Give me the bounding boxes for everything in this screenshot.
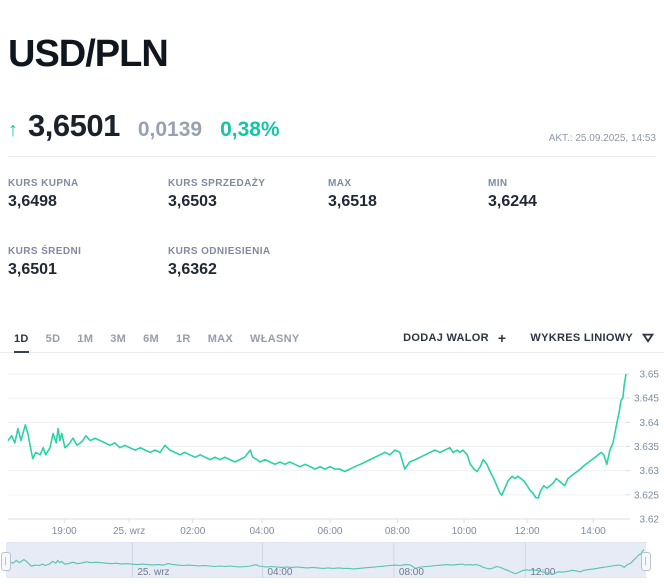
range-tabs: 1D 5D 1M 3M 6M 1R MAX WŁASNY — [14, 333, 300, 353]
x-axis-label: 10:00 — [452, 526, 477, 537]
stat-kurs-sredni: KURS ŚREDNI 3,6501 — [8, 246, 166, 279]
x-axis-label: 04:00 — [249, 526, 274, 537]
y-axis-label: 3.635 — [634, 442, 659, 453]
tab-range-max[interactable]: MAX — [207, 333, 234, 345]
y-axis-label: 3.64 — [640, 418, 660, 429]
tab-range-5d[interactable]: 5D — [45, 333, 61, 345]
navigator-line — [5, 549, 645, 575]
last-update-timestamp: AKT.: 25.09.2025, 14:53 — [548, 133, 656, 144]
triangle-down-icon — [642, 333, 654, 343]
stat-label: KURS ODNIESIENIA — [168, 246, 271, 257]
tab-range-wlasny[interactable]: WŁASNY — [250, 333, 300, 345]
stat-max: MAX 3,6518 — [328, 178, 486, 211]
stat-value: 3,6503 — [168, 193, 217, 210]
page-title: USD/PLN — [8, 33, 169, 76]
quote-change-percent: 0,38% — [220, 118, 280, 141]
tab-range-1m[interactable]: 1M — [77, 333, 94, 345]
x-axis-label: 25. wrz — [113, 526, 145, 537]
chart-type-dropdown[interactable]: WYKRES LINIOWY — [530, 332, 654, 344]
stat-kurs-kupna: KURS KUPNA 3,6498 — [8, 178, 166, 211]
stat-kurs-sprzedazy: KURS SPRZEDAŻY 3,6503 — [168, 178, 326, 211]
stat-value: 3,6244 — [488, 193, 537, 210]
divider — [8, 156, 656, 157]
x-axis-label: 06:00 — [317, 526, 342, 537]
chart-type-label: WYKRES LINIOWY — [530, 332, 633, 344]
navigator-time-label: 04:00 — [267, 567, 292, 577]
toolbar-right: DODAJ WALOR + WYKRES LINIOWY — [403, 331, 654, 345]
x-axis-label: 08:00 — [385, 526, 410, 537]
up-arrow-icon: ↑ — [8, 119, 18, 141]
stat-value: 3,6501 — [8, 261, 57, 278]
y-axis-label: 3.63 — [640, 466, 660, 477]
stat-value: 3,6498 — [8, 193, 57, 210]
quote-change: 0,0139 — [137, 118, 203, 141]
stat-value: 3,6362 — [168, 261, 217, 278]
chart-navigator[interactable]: 25. wrz 04:00 08:00 12:00 — [1, 542, 651, 578]
quote-row: ↑ 3,6501 0,0139 0,38% — [8, 108, 280, 144]
plus-icon: + — [497, 330, 507, 346]
stat-label: KURS ŚREDNI — [8, 246, 82, 257]
stat-label: MAX — [328, 178, 352, 189]
stat-label: KURS SPRZEDAŻY — [168, 178, 266, 189]
stat-label: KURS KUPNA — [8, 178, 79, 189]
y-axis-label: 3.62 — [640, 515, 660, 526]
quote-price: 3,6501 — [28, 108, 120, 143]
navigator-time-label: 08:00 — [399, 567, 424, 577]
chart-toolbar: 1D 5D 1M 3M 6M 1R MAX WŁASNY DODAJ WALOR… — [0, 324, 664, 353]
navigator-left-handle[interactable] — [1, 552, 11, 571]
add-instrument-button[interactable]: DODAJ WALOR + — [403, 331, 506, 345]
stat-value: 3,6518 — [328, 193, 377, 210]
y-axis-label: 3.645 — [634, 394, 659, 405]
add-instrument-label: DODAJ WALOR — [403, 332, 489, 344]
tab-range-1r[interactable]: 1R — [176, 333, 191, 345]
price-line — [7, 373, 627, 499]
tab-range-1d[interactable]: 1D — [14, 333, 29, 353]
tab-range-3m[interactable]: 3M — [110, 333, 127, 345]
x-axis-label: 02:00 — [180, 526, 205, 537]
stat-min: MIN 3,6244 — [488, 178, 646, 211]
tab-range-6m[interactable]: 6M — [143, 333, 160, 345]
stat-label: MIN — [488, 178, 508, 189]
x-axis-label: 19:00 — [52, 526, 77, 537]
stat-kurs-odniesienia: KURS ODNIESIENIA 3,6362 — [168, 246, 326, 279]
navigator-time-label: 25. wrz — [137, 567, 169, 577]
x-axis-label: 14:00 — [581, 526, 606, 537]
x-axis-label: 12:00 — [515, 526, 540, 537]
price-chart[interactable]: 3.65 3.645 3.64 3.635 3.63 3.625 3.62 19:00 25. … — [0, 354, 664, 538]
y-axis-label: 3.625 — [634, 490, 659, 501]
navigator-chart: 25. wrz 04:00 08:00 12:00 — [5, 543, 645, 578]
y-axis-label: 3.65 — [640, 370, 660, 381]
navigator-right-handle[interactable] — [641, 552, 651, 571]
